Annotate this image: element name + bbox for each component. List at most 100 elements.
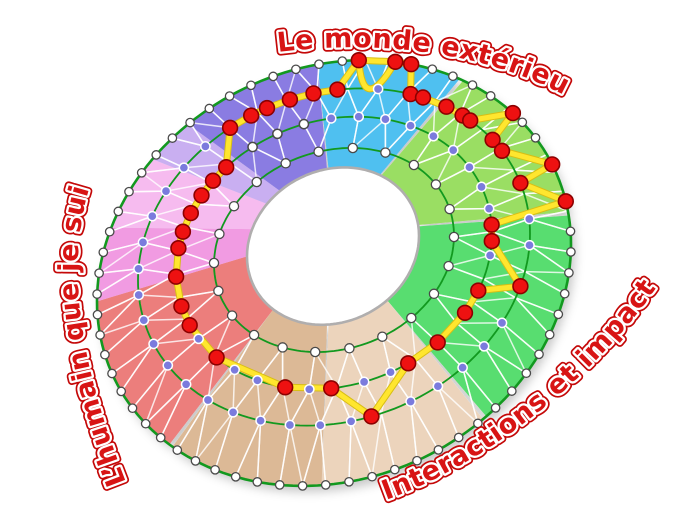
selected-node[interactable] (208, 349, 225, 366)
ring1-node[interactable] (248, 329, 260, 341)
ring2-node[interactable] (380, 113, 391, 125)
boundary-node[interactable] (433, 445, 444, 455)
boundary-node[interactable] (155, 432, 166, 443)
ring3-node[interactable] (496, 317, 508, 329)
selected-node[interactable] (277, 379, 294, 396)
ring2-node[interactable] (303, 383, 315, 395)
selected-node[interactable] (181, 317, 198, 334)
ring1-node[interactable] (280, 158, 291, 169)
boundary-node[interactable] (98, 247, 109, 258)
boundary-node[interactable] (116, 386, 127, 397)
selected-node[interactable] (462, 112, 479, 129)
selected-node[interactable] (512, 174, 529, 192)
selected-node[interactable] (182, 204, 200, 222)
ring3-node[interactable] (405, 396, 416, 407)
selected-node[interactable] (323, 380, 340, 397)
ring3-node[interactable] (432, 380, 444, 392)
ring3-node[interactable] (372, 83, 384, 95)
boundary-node[interactable] (100, 349, 110, 360)
selected-node[interactable] (167, 268, 185, 285)
ring1-node[interactable] (277, 342, 288, 353)
selected-node[interactable] (483, 216, 500, 233)
boundary-node[interactable] (210, 464, 220, 475)
ring3-node[interactable] (137, 237, 149, 248)
ring1-node[interactable] (228, 200, 240, 212)
ring2-node[interactable] (272, 128, 283, 140)
ring1-node[interactable] (347, 142, 359, 154)
selected-node[interactable] (493, 142, 511, 160)
ring2-node[interactable] (464, 161, 475, 173)
boundary-node[interactable] (230, 471, 241, 482)
ring3-node[interactable] (255, 415, 266, 427)
boundary-node[interactable] (490, 403, 501, 413)
selected-node[interactable] (170, 240, 187, 257)
boundary-node[interactable] (94, 268, 104, 279)
ring2-node[interactable] (483, 203, 495, 214)
boundary-node[interactable] (427, 64, 438, 75)
boundary-node[interactable] (104, 226, 115, 237)
ring1-node[interactable] (444, 203, 455, 215)
selected-node[interactable] (483, 232, 500, 250)
selected-node[interactable] (484, 131, 501, 149)
boundary-node[interactable] (204, 103, 215, 114)
ring3-node[interactable] (457, 362, 468, 373)
ring2-node[interactable] (193, 333, 204, 345)
boundary-node[interactable] (344, 476, 354, 487)
boundary-node[interactable] (559, 288, 570, 299)
ring3-node[interactable] (133, 263, 144, 275)
boundary-node[interactable] (127, 403, 138, 414)
ring3-node[interactable] (133, 289, 145, 301)
boundary-node[interactable] (517, 117, 528, 128)
boundary-node[interactable] (485, 91, 496, 101)
ring2-node[interactable] (229, 364, 240, 376)
boundary-node[interactable] (268, 71, 279, 82)
boundary-node[interactable] (124, 186, 134, 197)
boundary-node[interactable] (521, 368, 532, 379)
ring1-node[interactable] (344, 343, 355, 354)
boundary-node[interactable] (190, 456, 201, 466)
boundary-node[interactable] (389, 464, 400, 475)
ring3-node[interactable] (523, 213, 535, 225)
ring1-node[interactable] (309, 346, 321, 358)
ring1-node[interactable] (208, 257, 220, 269)
boundary-node[interactable] (530, 132, 541, 143)
ring1-node[interactable] (443, 260, 454, 272)
selected-node[interactable] (557, 193, 574, 210)
ring3-node[interactable] (162, 360, 174, 371)
selected-node[interactable] (470, 282, 487, 299)
boundary-node[interactable] (506, 386, 517, 396)
ring1-node[interactable] (380, 147, 391, 158)
boundary-node[interactable] (467, 80, 478, 90)
ring2-node[interactable] (428, 130, 439, 142)
ring3-node[interactable] (478, 340, 490, 352)
ring2-node[interactable] (247, 141, 258, 153)
selected-node[interactable] (221, 119, 239, 137)
selected-node[interactable] (456, 304, 474, 321)
boundary-node[interactable] (473, 418, 483, 429)
boundary-node[interactable] (297, 481, 308, 491)
selected-node[interactable] (387, 53, 404, 70)
ring1-node[interactable] (408, 159, 420, 171)
ring1-node[interactable] (406, 312, 417, 324)
selected-node[interactable] (218, 159, 235, 176)
ring3-node[interactable] (200, 141, 211, 152)
boundary-node[interactable] (167, 133, 178, 143)
boundary-node[interactable] (367, 471, 377, 482)
ring2-node[interactable] (385, 366, 396, 378)
selected-node[interactable] (193, 187, 210, 204)
boundary-node[interactable] (448, 71, 458, 82)
ring2-node[interactable] (405, 120, 416, 132)
ring2-node[interactable] (252, 374, 263, 386)
ring3-node[interactable] (202, 394, 214, 406)
selected-node[interactable] (305, 85, 322, 102)
ring3-node[interactable] (180, 378, 192, 390)
ring1-node[interactable] (430, 179, 442, 190)
ring2-node[interactable] (447, 144, 459, 156)
ring1-node[interactable] (213, 285, 224, 297)
sector-light-purple[interactable] (152, 124, 281, 204)
selected-node[interactable] (243, 107, 260, 124)
ring1-node[interactable] (377, 331, 388, 342)
selected-node[interactable] (543, 156, 561, 173)
boundary-node[interactable] (136, 167, 147, 178)
ring3-node[interactable] (524, 239, 535, 251)
